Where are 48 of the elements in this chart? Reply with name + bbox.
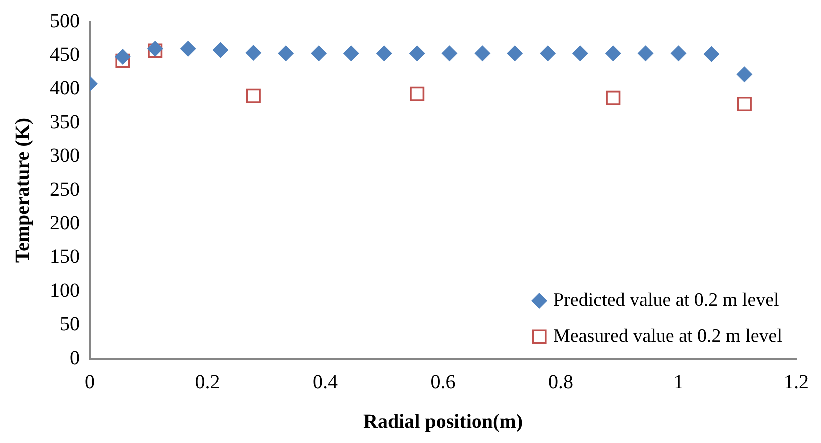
point (670, 46, 687, 62)
y-tick-label: 450 (50, 44, 80, 66)
x-tick-label: 0.6 (430, 371, 456, 394)
x-tick-label: 0.2 (195, 371, 220, 394)
point (606, 90, 621, 106)
point (737, 96, 752, 112)
point (507, 46, 524, 62)
y-tick-label: 100 (50, 280, 80, 302)
legend-label: Measured value at 0.2 m level (554, 326, 783, 347)
point (180, 40, 196, 57)
point (540, 46, 556, 62)
point (246, 88, 261, 104)
x-tick-label: 1 (674, 371, 684, 394)
point (736, 66, 753, 83)
point (147, 40, 164, 57)
x-tick-label: 0 (85, 371, 95, 394)
y-tick-label: 300 (50, 145, 80, 168)
point (148, 44, 163, 58)
point (116, 54, 130, 68)
y-tick-label: 0 (70, 347, 80, 370)
y-tick-label: 500 (50, 10, 80, 32)
point (409, 46, 426, 62)
y-tick-label: 200 (50, 212, 80, 234)
y-axis-title: Temperature (K) (12, 118, 34, 263)
x-tick-label: 0.8 (548, 371, 574, 394)
y-tick-label: 350 (50, 111, 80, 134)
y-tick-label: 400 (50, 78, 80, 100)
point (376, 46, 392, 62)
point (278, 46, 294, 62)
point (311, 46, 328, 62)
y-tick-label: 50 (60, 314, 80, 336)
point (212, 42, 229, 58)
point (410, 86, 425, 102)
point (114, 49, 131, 66)
legend-label: Predicted value at 0.2 m level (554, 290, 780, 311)
y-tick-label: 250 (50, 178, 80, 201)
point (605, 46, 622, 62)
x-tick-label: 1.2 (784, 371, 809, 394)
x-axis-title: Radial position(m) (364, 411, 523, 434)
point (572, 46, 588, 62)
x-tick-label: 0.4 (313, 371, 338, 394)
point (246, 45, 262, 62)
y-tick-label: 150 (50, 246, 80, 268)
point (442, 46, 458, 62)
point (343, 46, 360, 62)
point (474, 46, 491, 62)
point (704, 46, 720, 62)
point (638, 46, 654, 62)
